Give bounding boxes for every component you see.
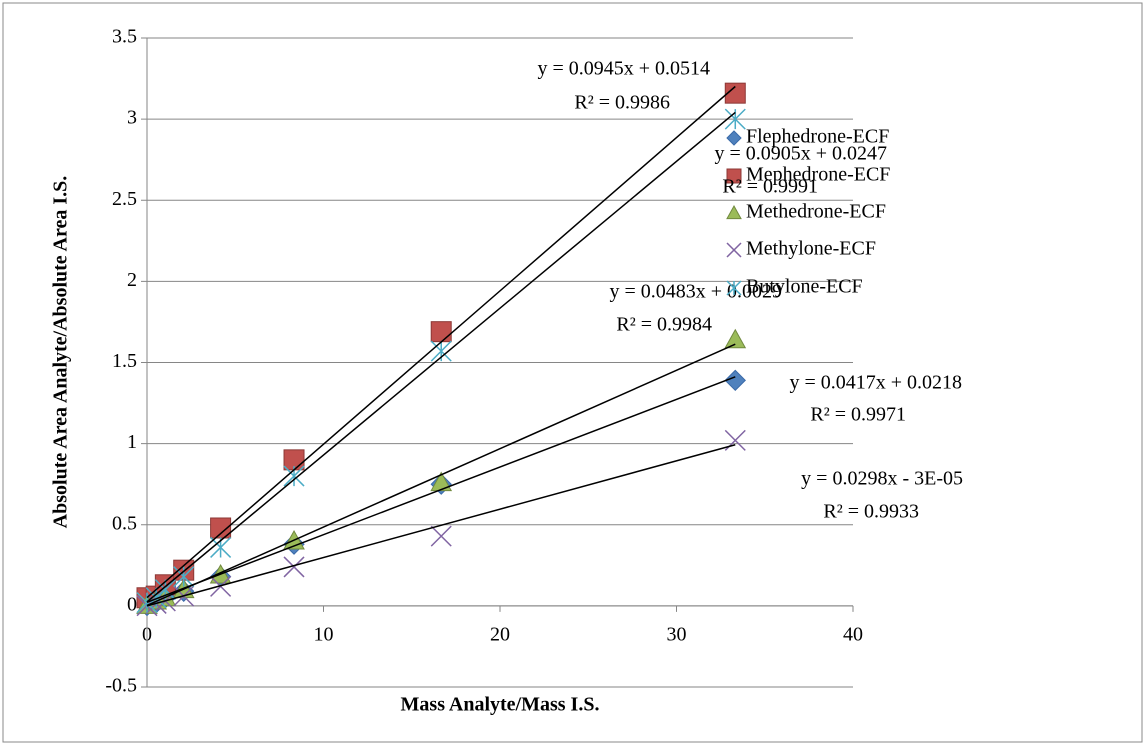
legend-label: Methylone-ECF bbox=[746, 238, 876, 260]
marker bbox=[726, 130, 742, 146]
marker bbox=[430, 525, 452, 547]
marker bbox=[724, 369, 746, 392]
y-tick-label: 3 bbox=[127, 107, 137, 129]
marker-shape bbox=[724, 108, 746, 130]
trendline-equation: y = 0.0483x + 0.0029 bbox=[609, 281, 782, 303]
marker-shape bbox=[430, 471, 453, 492]
marker bbox=[726, 168, 742, 184]
marker bbox=[726, 280, 742, 296]
marker-shape bbox=[173, 566, 195, 588]
y-tick-label: 3.5 bbox=[112, 26, 137, 48]
marker-shape bbox=[154, 579, 176, 601]
marker bbox=[154, 579, 176, 601]
marker bbox=[724, 108, 746, 130]
marker bbox=[173, 566, 195, 588]
marker-shape bbox=[726, 242, 742, 258]
marker bbox=[430, 471, 453, 492]
y-tick-label: 0 bbox=[127, 593, 137, 615]
trendline-r2: R² = 0.9991 bbox=[722, 176, 818, 198]
legend-label: Butylone-ECF bbox=[746, 276, 863, 298]
y-axis-title: Absolute Area Analyte/Absolute Area I.S. bbox=[50, 176, 72, 529]
x-tick-label: 40 bbox=[843, 623, 863, 645]
trendline bbox=[146, 343, 736, 607]
x-tick-label: 30 bbox=[667, 623, 687, 645]
marker-shape bbox=[724, 369, 746, 392]
legend-label: Flephedrone-ECF bbox=[746, 126, 889, 148]
trendline-r2: R² = 0.9933 bbox=[823, 501, 919, 523]
trendline-equation: y = 0.0417x + 0.0218 bbox=[789, 372, 962, 394]
marker bbox=[726, 204, 742, 220]
marker-shape bbox=[726, 204, 742, 220]
x-axis-title: Mass Analyte/Mass I.S. bbox=[401, 694, 600, 716]
y-tick-label: -0.5 bbox=[105, 675, 137, 697]
y-tick-label: 1 bbox=[127, 431, 137, 453]
trendline bbox=[146, 111, 736, 603]
marker bbox=[726, 242, 742, 258]
marker-shape bbox=[430, 321, 452, 343]
marker-shape bbox=[430, 525, 452, 547]
trendline bbox=[146, 444, 736, 607]
marker-shape bbox=[726, 130, 742, 146]
trendline-equation: y = 0.0905x + 0.0247 bbox=[714, 143, 887, 165]
marker bbox=[283, 556, 305, 578]
legend-label: Methedrone-ECF bbox=[746, 201, 886, 223]
trendline bbox=[146, 85, 736, 599]
trendline-r2: R² = 0.9971 bbox=[810, 404, 906, 426]
marker-shape bbox=[724, 328, 747, 349]
y-tick-label: 0.5 bbox=[112, 512, 137, 534]
marker-shape bbox=[726, 168, 742, 184]
trendline-r2: R² = 0.9986 bbox=[574, 92, 670, 114]
marker bbox=[724, 82, 746, 104]
marker-shape bbox=[726, 280, 742, 296]
marker-shape bbox=[283, 556, 305, 578]
marker bbox=[724, 328, 747, 349]
trendline-equation: y = 0.0945x + 0.0514 bbox=[537, 58, 710, 80]
x-tick-label: 20 bbox=[490, 623, 510, 645]
trendline-r2: R² = 0.9984 bbox=[616, 314, 712, 336]
y-tick-label: 2 bbox=[127, 269, 137, 291]
marker bbox=[430, 321, 452, 343]
trendline bbox=[146, 376, 736, 604]
y-tick-label: 2.5 bbox=[112, 188, 137, 210]
y-tick-label: 1.5 bbox=[112, 350, 137, 372]
marker-shape bbox=[724, 82, 746, 104]
trendline-equation: y = 0.0298x - 3E-05 bbox=[801, 468, 963, 490]
x-tick-label: 10 bbox=[314, 623, 334, 645]
legend-label: Mephedrone-ECF bbox=[746, 164, 890, 186]
